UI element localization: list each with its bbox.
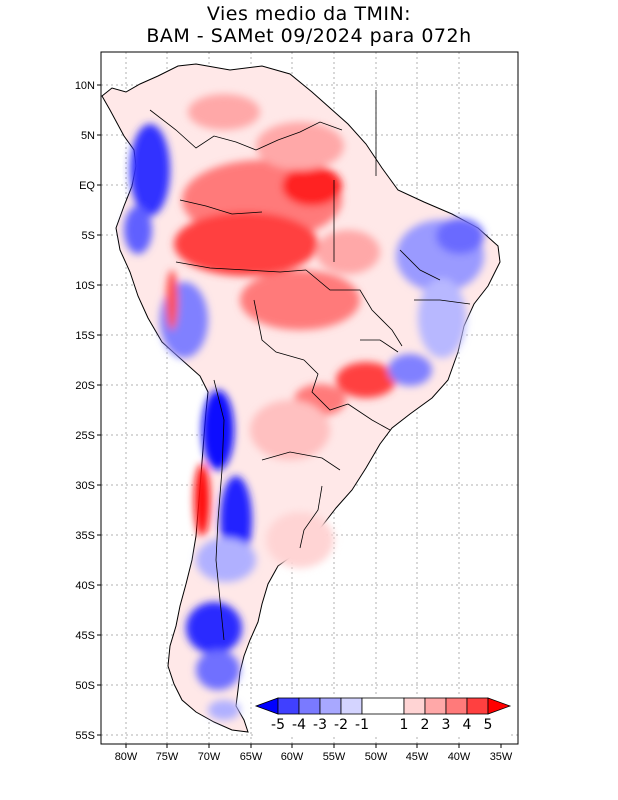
lon-label: 80W [115,751,138,763]
colorbar-label: -4 [292,717,306,733]
colorbar-label: 4 [463,717,472,733]
colorbar: -5 -4 -3 -2 -1 1 2 3 4 5 [254,697,512,737]
lat-label: 25S [75,430,95,442]
colorbar-label: -5 [271,717,285,733]
lat-label: 20S [75,380,95,392]
colorbar-segment [424,697,447,715]
lat-label: 15S [75,330,95,342]
lon-label: 70W [198,751,221,763]
lon-label: 50W [365,751,388,763]
lat-label: 5N [81,130,95,142]
lat-label: 10N [75,80,95,92]
lat-label: 55S [75,730,95,742]
colorbar-segment [319,697,342,715]
colorbar-labels: -5 -4 -3 -2 -1 1 2 3 4 5 [271,717,492,733]
colorbar-segment [340,697,363,715]
colorbar-label: -2 [334,717,348,733]
lon-label: 45W [406,751,429,763]
colorbar-label: 3 [442,717,451,733]
lon-label: 75W [156,751,179,763]
map-title-line1: Vies medio da TMIN: [206,3,412,25]
colorbar-segment [298,697,321,715]
lat-label: 50S [75,680,95,692]
colorbar-label: 1 [400,717,409,733]
colorbar-right-arrow [487,697,512,715]
colorbar-label: -3 [313,717,327,733]
lon-label: 60W [281,751,304,763]
bias-field-patches [124,94,484,720]
lat-axis-labels: 10N 5N EQ 5S 10S 15S 20S 25S 30S 35S 40S… [75,80,96,742]
colorbar-label: 5 [484,717,493,733]
country-borders [149,90,471,641]
map-title-line2: BAM - SAMet 09/2024 para 072h [146,25,472,47]
lat-label: 45S [75,630,95,642]
lat-label: EQ [79,180,95,192]
lat-label: 40S [75,580,95,592]
lon-axis-labels: 80W 75W 70W 65W 60W 55W 50W 45W 40W 35W [115,751,513,763]
colorbar-segment [277,697,300,715]
lon-label: 55W [323,751,346,763]
south-america-map [101,63,501,733]
colorbar-label: -1 [355,717,369,733]
colorbar-segment [361,697,405,715]
lat-label: 5S [82,230,95,242]
colorbar-segment [466,697,489,715]
lat-label: 35S [75,530,95,542]
axis-ticks [97,84,502,748]
colorbar-segment [403,697,426,715]
map-frame-border [100,51,519,745]
lat-label: 10S [75,280,95,292]
lat-label: 30S [75,480,95,492]
colorbar-segment [445,697,468,715]
lon-label: 40W [448,751,471,763]
colorbar-label: 2 [421,717,430,733]
lon-label: 65W [240,751,263,763]
lon-label: 35W [490,751,513,763]
